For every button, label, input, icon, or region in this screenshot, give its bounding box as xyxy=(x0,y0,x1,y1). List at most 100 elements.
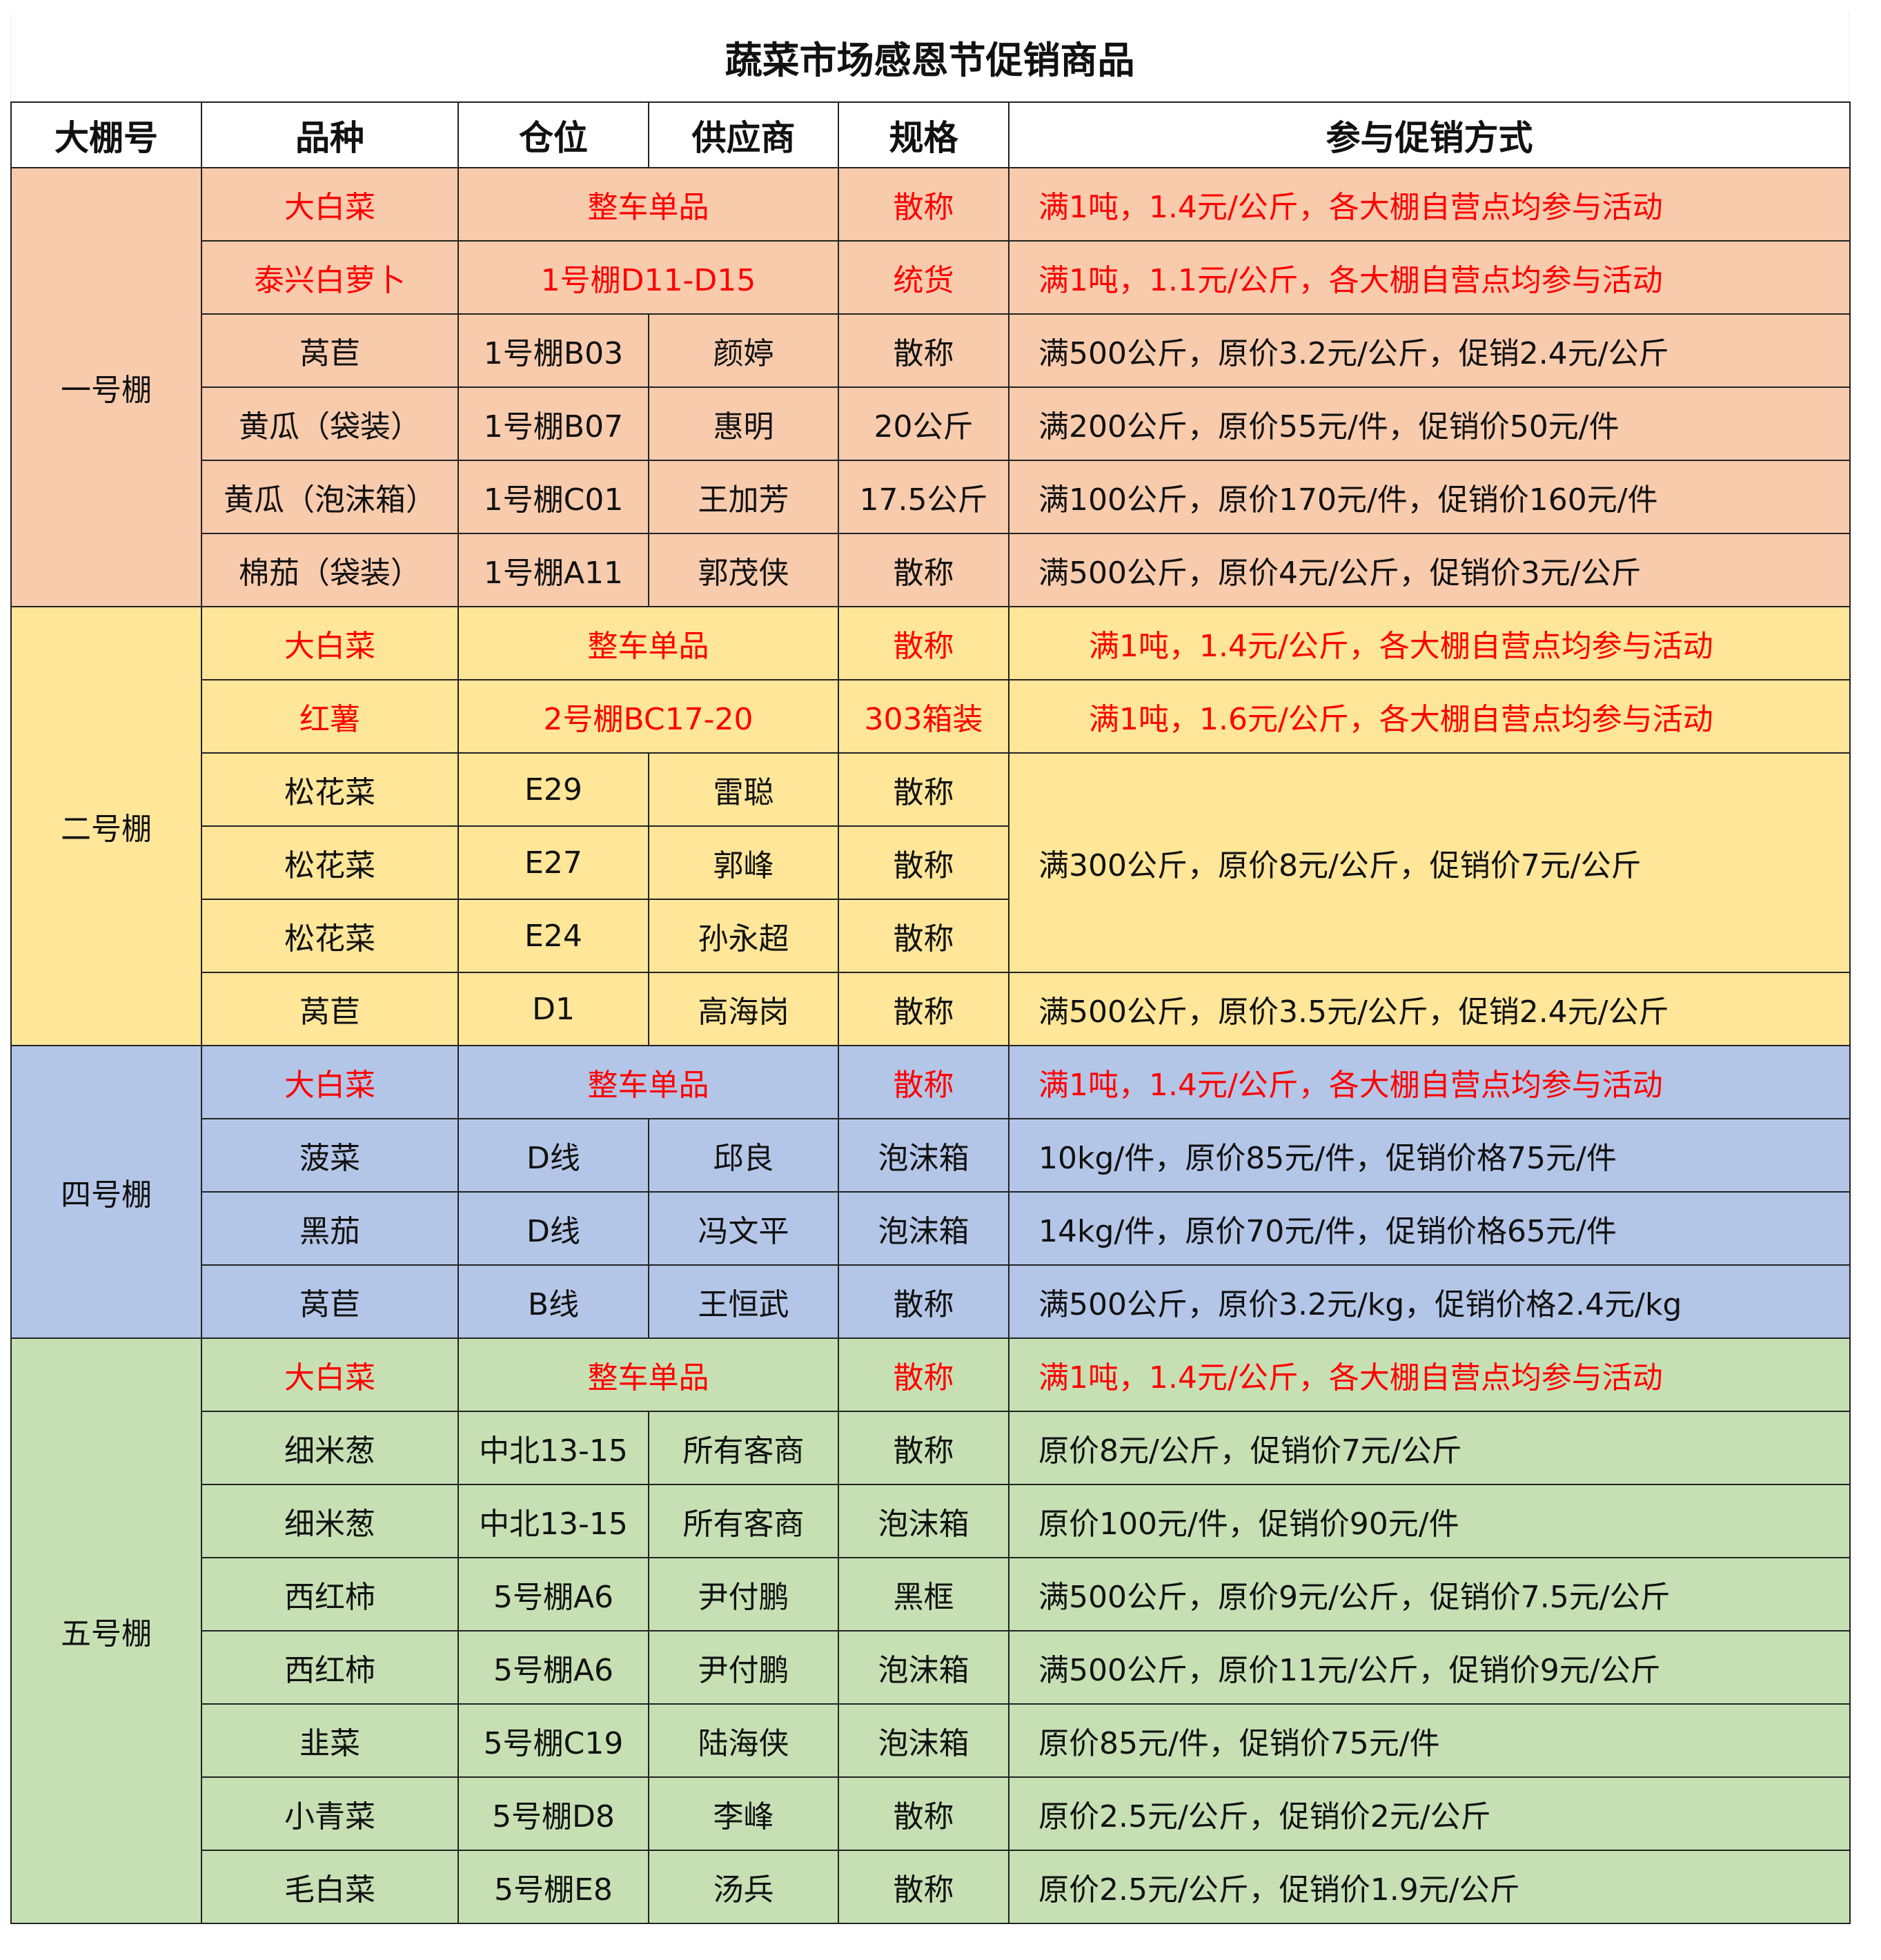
spec-cell[interactable]: 散称 xyxy=(838,825,1010,900)
spec-cell[interactable]: 泡沫箱 xyxy=(838,1484,1010,1558)
spec-cell[interactable]: 散称 xyxy=(838,533,1010,607)
supplier-cell[interactable]: 王恒武 xyxy=(648,1264,839,1339)
promotion-cell[interactable]: 满1吨，1.4元/公斤，各大棚自营点均参与活动 xyxy=(1008,1045,1851,1119)
spec-cell[interactable]: 散称 xyxy=(838,1337,1010,1412)
spec-cell[interactable]: 泡沫箱 xyxy=(838,1703,1010,1778)
spec-cell[interactable]: 散称 xyxy=(838,1850,1010,1924)
spec-cell[interactable]: 散称 xyxy=(838,606,1010,680)
spec-cell[interactable]: 散称 xyxy=(838,167,1010,242)
variety-cell[interactable]: 松花菜 xyxy=(201,752,459,827)
location-cell[interactable]: 1号棚D11-D15 xyxy=(457,240,839,315)
location-cell[interactable]: 1号棚A11 xyxy=(457,533,649,607)
location-cell[interactable]: 整车单品 xyxy=(457,167,839,242)
location-cell[interactable]: 1号棚C01 xyxy=(457,460,649,534)
spec-cell[interactable]: 17.5公斤 xyxy=(838,460,1010,534)
supplier-cell[interactable]: 所有客商 xyxy=(648,1484,839,1558)
promotion-cell[interactable]: 满100公斤，原价170元/件，促销价160元/件 xyxy=(1008,460,1851,534)
supplier-cell[interactable]: 邱良 xyxy=(648,1118,839,1193)
supplier-cell[interactable]: 郭峰 xyxy=(648,825,839,900)
header-spec[interactable]: 规格 xyxy=(838,101,1010,168)
supplier-cell[interactable]: 尹付鹏 xyxy=(648,1630,839,1705)
promotion-cell[interactable]: 满500公斤，原价3.5元/公斤，促销2.4元/公斤 xyxy=(1008,972,1851,1046)
location-cell[interactable]: 整车单品 xyxy=(457,1337,839,1412)
promotion-cell[interactable]: 原价100元/件，促销价90元/件 xyxy=(1008,1484,1851,1558)
promotion-cell[interactable]: 原价8元/公斤，促销价7元/公斤 xyxy=(1008,1411,1851,1485)
variety-cell[interactable]: 细米葱 xyxy=(201,1411,459,1485)
location-cell[interactable]: E24 xyxy=(457,899,649,973)
variety-cell[interactable]: 大白菜 xyxy=(201,167,459,242)
variety-cell[interactable]: 小青菜 xyxy=(201,1776,459,1851)
header-supplier[interactable]: 供应商 xyxy=(648,101,839,168)
promotion-cell[interactable]: 满1吨，1.4元/公斤，各大棚自营点均参与活动 xyxy=(1008,167,1851,242)
spec-cell[interactable]: 散称 xyxy=(838,752,1010,827)
promotion-cell[interactable]: 满500公斤，原价3.2元/kg，促销价格2.4元/kg xyxy=(1008,1264,1851,1339)
promotion-cell[interactable]: 满200公斤，原价55元/件，促销价50元/件 xyxy=(1008,386,1851,461)
location-cell[interactable]: 5号棚C19 xyxy=(457,1703,649,1778)
variety-cell[interactable]: 泰兴白萝卜 xyxy=(201,240,459,315)
spec-cell[interactable]: 散称 xyxy=(838,313,1010,388)
location-cell[interactable]: D线 xyxy=(457,1191,649,1266)
location-cell[interactable]: B线 xyxy=(457,1264,649,1339)
spec-cell[interactable]: 散称 xyxy=(838,1411,1010,1485)
variety-cell[interactable]: 莴苣 xyxy=(201,972,459,1046)
variety-cell[interactable]: 大白菜 xyxy=(201,1337,459,1412)
promotion-cell[interactable]: 满500公斤，原价4元/公斤，促销价3元/公斤 xyxy=(1008,533,1851,607)
supplier-cell[interactable]: 尹付鹏 xyxy=(648,1557,839,1631)
supplier-cell[interactable]: 孙永超 xyxy=(648,899,839,973)
header-promotion[interactable]: 参与促销方式 xyxy=(1008,101,1851,168)
location-cell[interactable]: 5号棚E8 xyxy=(457,1850,649,1924)
location-cell[interactable]: 整车单品 xyxy=(457,606,839,680)
variety-cell[interactable]: 大白菜 xyxy=(201,606,459,680)
supplier-cell[interactable]: 惠明 xyxy=(648,386,839,461)
spec-cell[interactable]: 20公斤 xyxy=(838,386,1010,461)
header-greenhouse[interactable]: 大棚号 xyxy=(10,101,202,168)
location-cell[interactable]: D1 xyxy=(457,972,649,1046)
promotion-cell[interactable]: 原价85元/件，促销价75元/件 xyxy=(1008,1703,1851,1778)
variety-cell[interactable]: 细米葱 xyxy=(201,1484,459,1558)
variety-cell[interactable]: 菠菜 xyxy=(201,1118,459,1193)
supplier-cell[interactable]: 高海岗 xyxy=(648,972,839,1046)
spec-cell[interactable]: 泡沫箱 xyxy=(838,1630,1010,1705)
spec-cell[interactable]: 303箱装 xyxy=(838,679,1010,754)
header-location[interactable]: 仓位 xyxy=(457,101,649,168)
promotion-cell[interactable]: 满500公斤，原价9元/公斤，促销价7.5元/公斤 xyxy=(1008,1557,1851,1631)
location-cell[interactable]: 中北13-15 xyxy=(457,1484,649,1558)
location-cell[interactable]: E27 xyxy=(457,825,649,900)
spec-cell[interactable]: 泡沫箱 xyxy=(838,1191,1010,1266)
variety-cell[interactable]: 大白菜 xyxy=(201,1045,459,1119)
spec-cell[interactable]: 散称 xyxy=(838,1045,1010,1119)
greenhouse-cell[interactable]: 二号棚 xyxy=(10,606,202,1046)
supplier-cell[interactable]: 陆海侠 xyxy=(648,1703,839,1778)
supplier-cell[interactable]: 颜婷 xyxy=(648,313,839,388)
location-cell[interactable]: 1号棚B07 xyxy=(457,386,649,461)
promotion-cell[interactable]: 满300公斤，原价8元/公斤，促销价7元/公斤 xyxy=(1008,752,1851,973)
promotion-cell[interactable]: 满1吨，1.1元/公斤，各大棚自营点均参与活动 xyxy=(1008,240,1851,315)
promotion-cell[interactable]: 满500公斤，原价3.2元/公斤，促销2.4元/公斤 xyxy=(1008,313,1851,388)
greenhouse-cell[interactable]: 一号棚 xyxy=(10,167,202,607)
supplier-cell[interactable]: 雷聪 xyxy=(648,752,839,827)
location-cell[interactable]: 1号棚B03 xyxy=(457,313,649,388)
variety-cell[interactable]: 红薯 xyxy=(201,679,459,754)
spec-cell[interactable]: 散称 xyxy=(838,899,1010,973)
variety-cell[interactable]: 莴苣 xyxy=(201,1264,459,1339)
promotion-cell[interactable]: 14kg/件，原价70元/件，促销价格65元/件 xyxy=(1008,1191,1851,1266)
variety-cell[interactable]: 黄瓜（袋装） xyxy=(201,386,459,461)
location-cell[interactable]: 5号棚A6 xyxy=(457,1630,649,1705)
variety-cell[interactable]: 西红柿 xyxy=(201,1630,459,1705)
promotion-cell[interactable]: 10kg/件，原价85元/件，促销价格75元/件 xyxy=(1008,1118,1851,1193)
greenhouse-cell[interactable]: 五号棚 xyxy=(10,1337,202,1924)
spec-cell[interactable]: 散称 xyxy=(838,1776,1010,1851)
greenhouse-cell[interactable]: 四号棚 xyxy=(10,1045,202,1339)
promotion-cell[interactable]: 原价2.5元/公斤，促销价2元/公斤 xyxy=(1008,1776,1851,1851)
spec-cell[interactable]: 泡沫箱 xyxy=(838,1118,1010,1193)
supplier-cell[interactable]: 李峰 xyxy=(648,1776,839,1851)
variety-cell[interactable]: 黄瓜（泡沫箱） xyxy=(201,460,459,534)
location-cell[interactable]: 2号棚BC17-20 xyxy=(457,679,839,754)
spec-cell[interactable]: 散称 xyxy=(838,1264,1010,1339)
spec-cell[interactable]: 黑框 xyxy=(838,1557,1010,1631)
spec-cell[interactable]: 统货 xyxy=(838,240,1010,315)
location-cell[interactable]: 5号棚D8 xyxy=(457,1776,649,1851)
variety-cell[interactable]: 棉茄（袋装） xyxy=(201,533,459,607)
header-variety[interactable]: 品种 xyxy=(201,101,459,168)
supplier-cell[interactable]: 汤兵 xyxy=(648,1850,839,1924)
